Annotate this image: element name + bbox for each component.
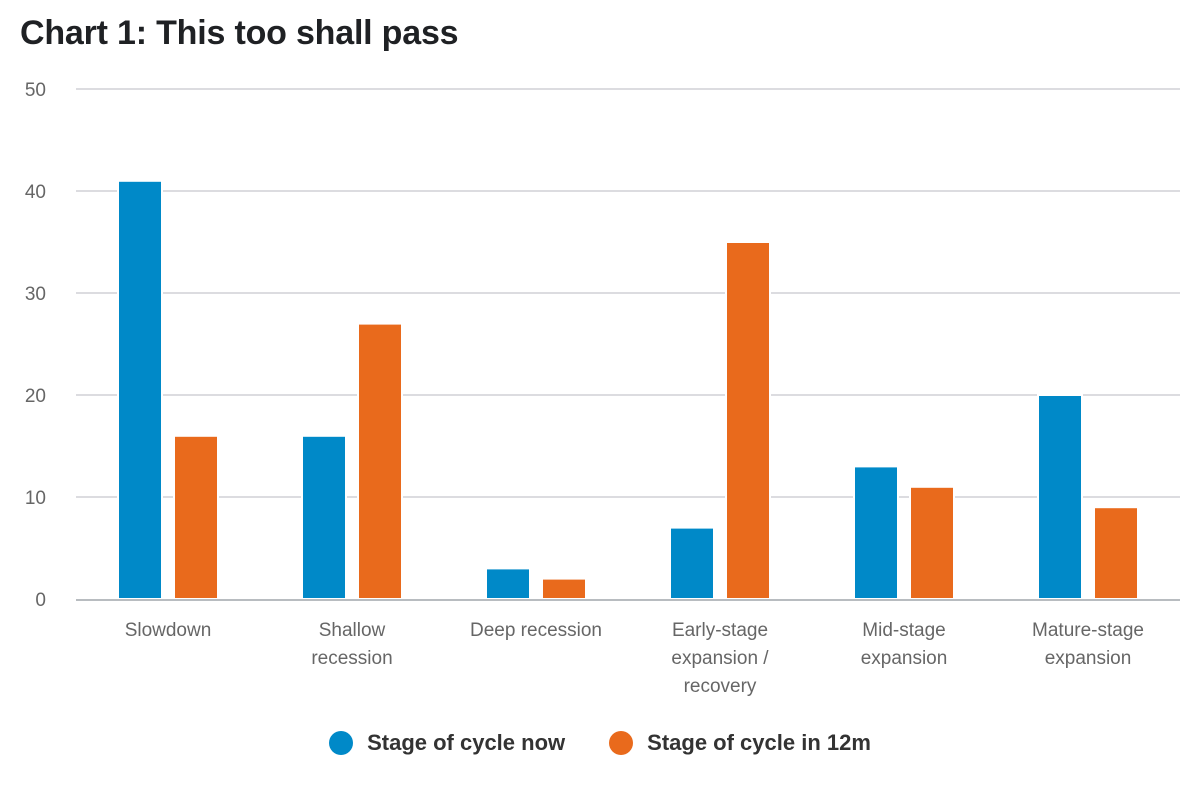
- chart-title: Chart 1: This too shall pass: [20, 14, 459, 52]
- x-tick-label-line: recovery: [684, 676, 757, 697]
- legend-swatch-12m: [609, 731, 634, 755]
- bar-now[interactable]: [669, 526, 715, 600]
- x-tick-label: Slowdown: [125, 620, 212, 641]
- x-tick-label-line: Mature-stage: [1032, 620, 1144, 641]
- x-tick-label: Deep recession: [470, 620, 602, 641]
- legend-label-now: Stage of cycle now: [367, 730, 566, 755]
- bar-now[interactable]: [117, 179, 163, 601]
- bar-12m[interactable]: [725, 241, 771, 600]
- y-tick-label: 40: [25, 182, 46, 203]
- x-tick-label-line: expansion: [861, 648, 948, 669]
- bar-12m[interactable]: [1093, 506, 1139, 601]
- bar-now[interactable]: [853, 465, 899, 600]
- x-tick-label-line: Early-stage: [672, 620, 768, 641]
- legend-item-12m[interactable]: Stage of cycle in 12m: [609, 730, 871, 756]
- bar-12m[interactable]: [909, 485, 955, 600]
- x-tick-label-line: Slowdown: [125, 620, 212, 641]
- x-tick-label-line: expansion: [1045, 648, 1132, 669]
- x-tick-label-line: Mid-stage: [862, 620, 945, 641]
- bar-now[interactable]: [1037, 394, 1083, 600]
- bar-now[interactable]: [301, 434, 347, 600]
- bar-12m[interactable]: [173, 434, 219, 600]
- legend-swatch-now: [329, 731, 354, 755]
- x-tick-label: Mid-stage expansion: [861, 620, 948, 669]
- bar-now[interactable]: [485, 567, 531, 601]
- x-tick-label: Early-stage expansion / recovery: [671, 620, 769, 697]
- x-tick-label-line: expansion /: [671, 648, 769, 669]
- y-tick-label: 30: [25, 284, 46, 305]
- x-axis-labels: Slowdown Shallow recession Deep recession Ea…: [125, 620, 1144, 697]
- y-tick-label: 10: [25, 488, 46, 509]
- legend-item-now[interactable]: Stage of cycle now: [329, 730, 565, 756]
- gridlines: [76, 88, 1180, 498]
- x-tick-label: Shallow recession: [311, 620, 392, 669]
- y-axis-ticks: 0 10 20 30 40 50: [25, 80, 46, 611]
- x-tick-label-line: Shallow: [319, 620, 386, 641]
- x-tick-label: Mature-stage expansion: [1032, 620, 1144, 669]
- legend: Stage of cycle now Stage of cycle in 12m: [0, 730, 1200, 756]
- y-tick-label: 50: [25, 80, 46, 101]
- bar-12m[interactable]: [541, 577, 587, 600]
- x-tick-label-line: recession: [311, 648, 392, 669]
- bar-12m[interactable]: [357, 322, 403, 600]
- x-tick-label-line: Deep recession: [470, 620, 602, 641]
- y-tick-label: 20: [25, 386, 46, 407]
- bars: [117, 179, 1139, 601]
- y-tick-label: 0: [35, 590, 46, 611]
- legend-label-12m: Stage of cycle in 12m: [647, 730, 871, 755]
